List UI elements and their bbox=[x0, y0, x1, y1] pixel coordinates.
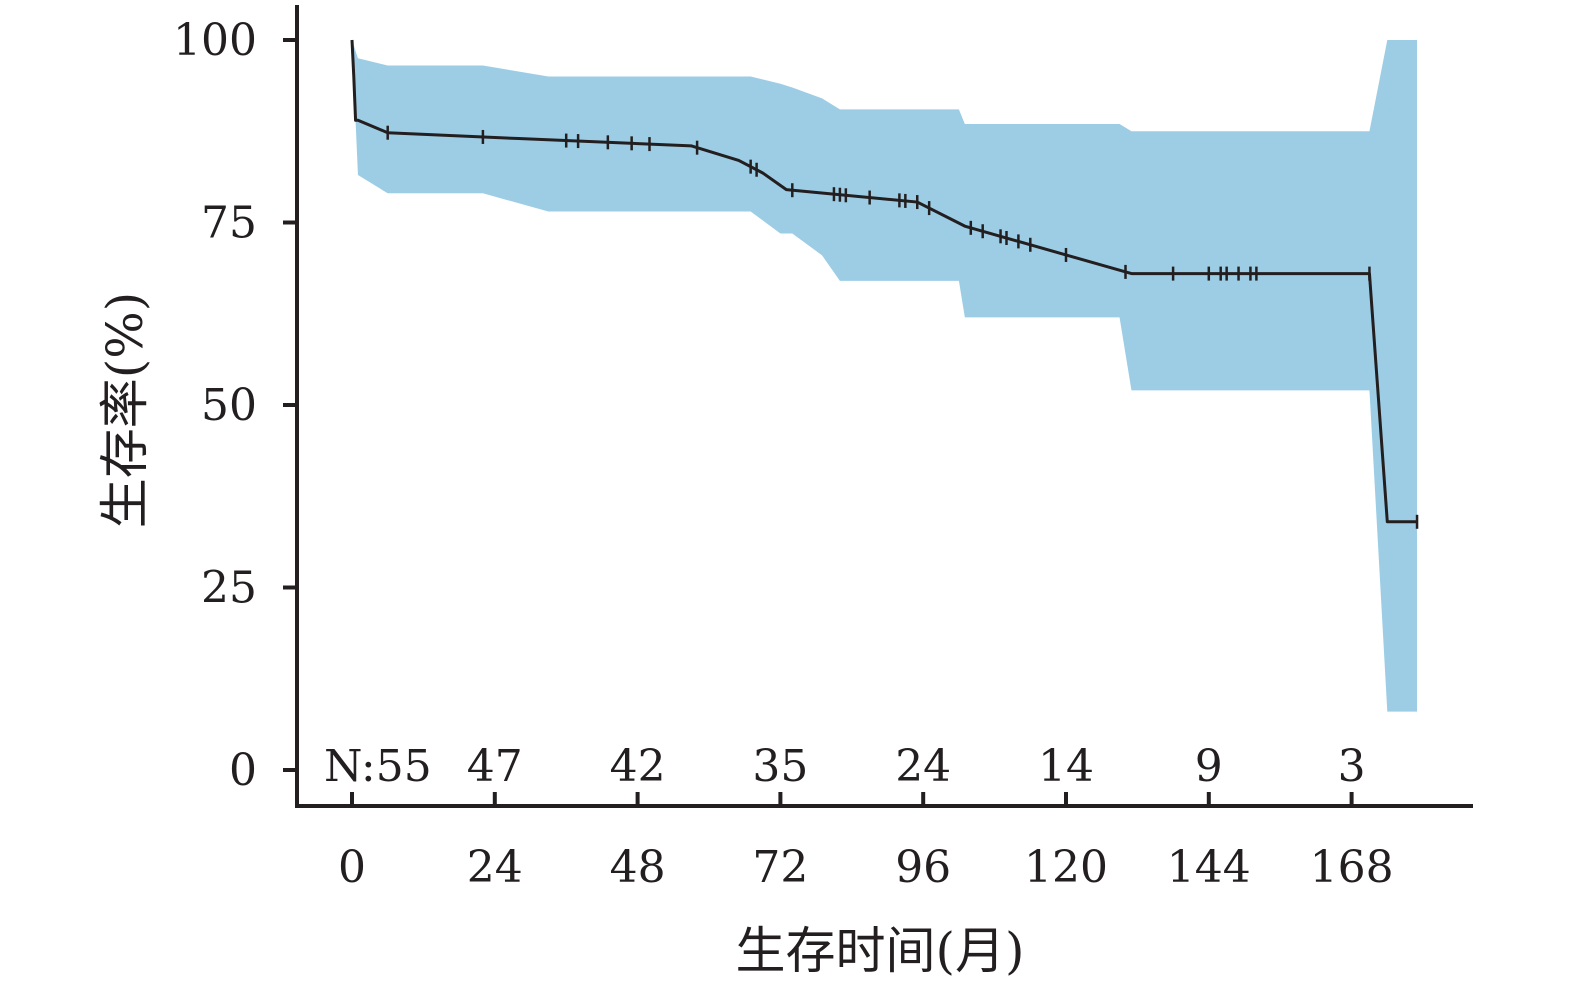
y-tick-label: 25 bbox=[201, 563, 257, 614]
at-risk-label: 47 bbox=[467, 741, 523, 792]
at-risk-label: 42 bbox=[610, 741, 666, 792]
x-tick-label: 96 bbox=[895, 842, 951, 893]
y-tick-label: 75 bbox=[201, 198, 257, 249]
confidence-band bbox=[352, 40, 1418, 712]
y-axis-title: 生存率(%) bbox=[96, 292, 154, 529]
x-tick-label: 120 bbox=[1024, 842, 1108, 893]
tick-labels: 0 25 50 75 100 0 24 48 72 96 120 144 168 bbox=[173, 15, 1394, 893]
axes bbox=[283, 5, 1473, 808]
x-tick-label: 24 bbox=[467, 842, 523, 893]
at-risk-label: 35 bbox=[752, 741, 808, 792]
x-tick-label: 0 bbox=[338, 842, 366, 893]
at-risk-label: 3 bbox=[1338, 741, 1366, 792]
at-risk-label: 14 bbox=[1038, 741, 1094, 792]
at-risk-label: 24 bbox=[895, 741, 951, 792]
x-tick-label: 144 bbox=[1167, 842, 1251, 893]
at-risk-label: N:55 bbox=[324, 741, 432, 792]
at-risk-label: 9 bbox=[1195, 741, 1223, 792]
x-tick-label: 72 bbox=[752, 842, 808, 893]
x-tick-label: 168 bbox=[1310, 842, 1394, 893]
x-tick-label: 48 bbox=[610, 842, 666, 893]
y-tick-label: 0 bbox=[229, 745, 257, 796]
y-tick-label: 50 bbox=[201, 380, 257, 431]
y-tick-label: 100 bbox=[173, 15, 257, 66]
confidence-band-layer bbox=[352, 40, 1418, 712]
survival-curve-layer bbox=[350, 39, 1419, 529]
x-axis-title: 生存时间(月) bbox=[735, 922, 1024, 980]
number-at-risk: N:55 47 42 35 24 14 9 3 bbox=[324, 741, 1366, 792]
